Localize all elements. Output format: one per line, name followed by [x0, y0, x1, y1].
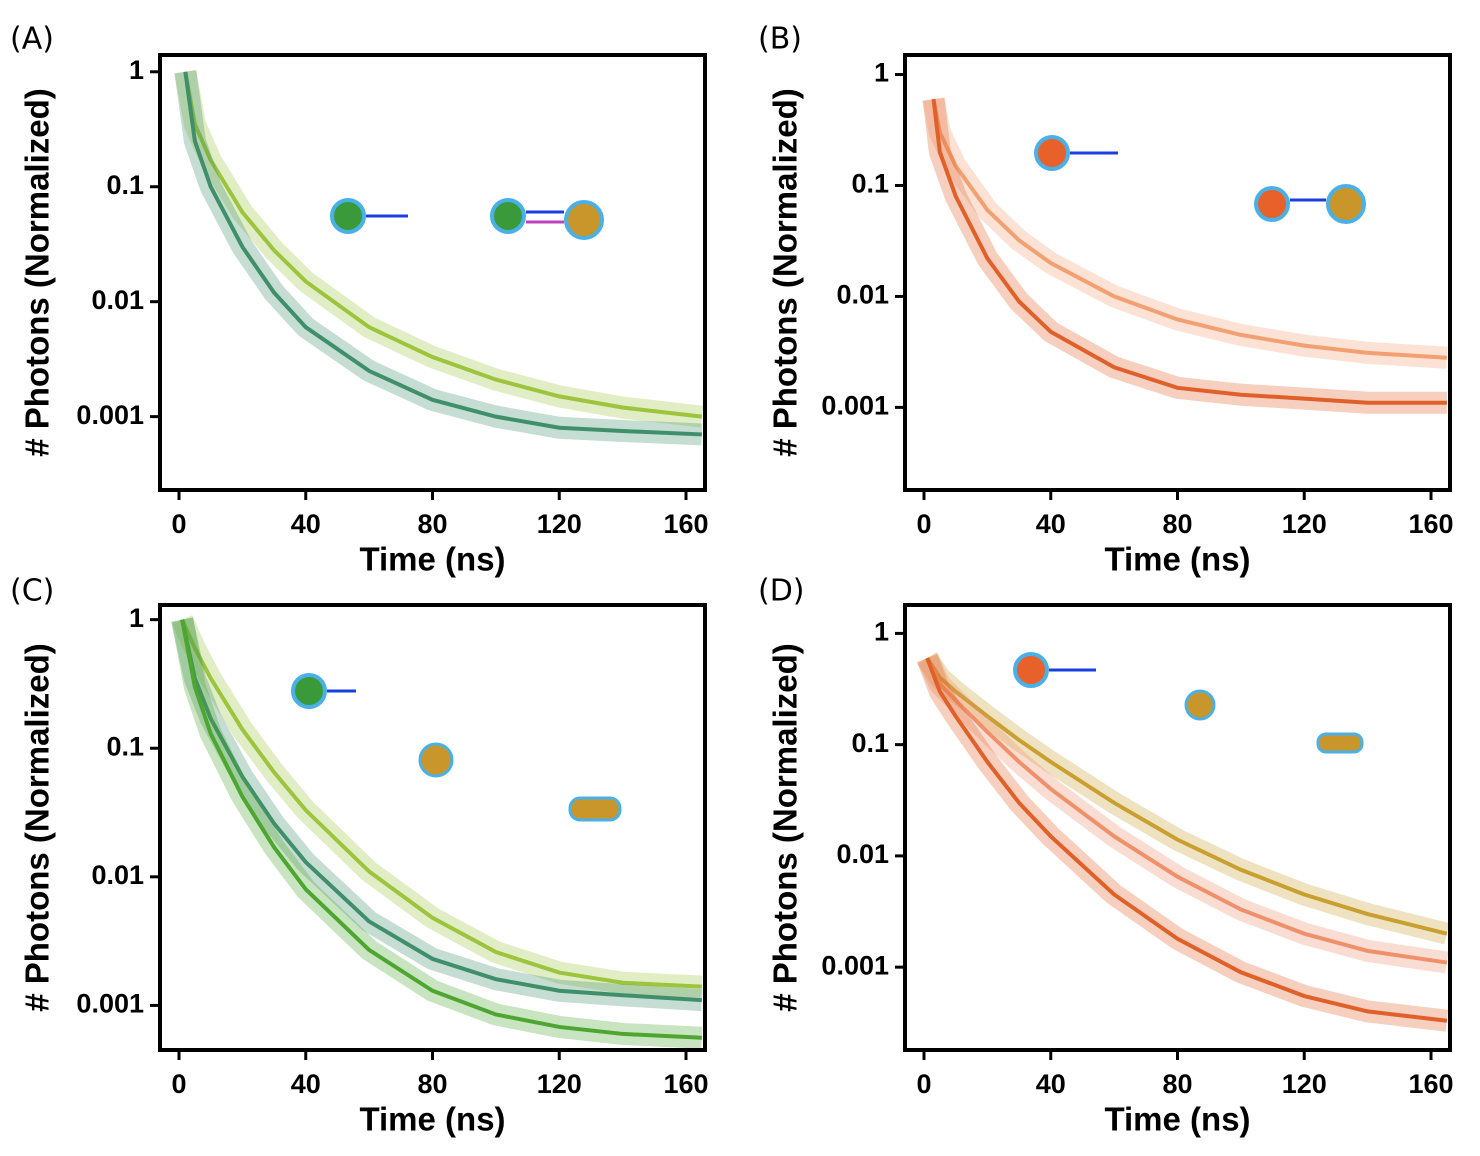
y-tick-label: 0.001: [76, 400, 144, 430]
icon: [568, 796, 622, 822]
x-tick-label: 120: [537, 1069, 582, 1099]
x-tick-label: 160: [1408, 509, 1453, 539]
fit-line: [925, 657, 1448, 965]
x-tick-label: 0: [171, 509, 186, 539]
y-tick-label: 0.1: [851, 728, 889, 758]
x-tick-label: 160: [663, 1069, 708, 1099]
x-tick-label: 40: [1036, 509, 1066, 539]
panel: 0 40 80 120 160 0.001 0.01 0.1 1 Time (ns) # Photo…: [758, 574, 1454, 1138]
icon-group: [291, 135, 1366, 822]
y-tick-label: 1: [874, 58, 889, 88]
fit-line: [931, 98, 1447, 360]
x-tick-label: 80: [1162, 509, 1192, 539]
data-cloud: [922, 97, 1448, 369]
x-tick-label: 160: [663, 509, 708, 539]
x-tick-label: 80: [417, 1069, 447, 1099]
panel-label: (C): [10, 574, 54, 609]
x-tick-label: 80: [417, 509, 447, 539]
y-axis-title: # Photons (Normalized): [767, 643, 804, 1012]
y-tick-label: 0.001: [821, 950, 889, 980]
icon: [1254, 186, 1290, 222]
y-tick-label: 0.01: [91, 860, 144, 890]
y-axis-title: # Photons (Normalized): [767, 88, 804, 457]
icon: [1013, 652, 1049, 688]
fit-line: [925, 657, 1448, 1023]
y-tick-label: 1: [874, 617, 889, 647]
y-tick-label: 0.1: [106, 170, 144, 200]
x-tick-label: 80: [1162, 1069, 1192, 1099]
fit-line: [925, 656, 1448, 936]
panel: 0 40 80 120 160 0.001 0.01 0.1 1 Time (ns) # Photo…: [758, 22, 1454, 578]
x-axis-title: Time (ns): [1104, 541, 1250, 578]
x-tick-label: 40: [1036, 1069, 1066, 1099]
panel: 0 40 80 120 160 0.001 0.01 0.1 1 Time (ns) # Photo…: [10, 574, 709, 1138]
icon: [1326, 184, 1366, 224]
y-tick-label: 0.1: [851, 169, 889, 199]
y-tick-label: 1: [129, 55, 144, 85]
x-tick-label: 40: [291, 509, 321, 539]
y-tick-label: 0.001: [821, 391, 889, 421]
y-tick-label: 1: [129, 603, 144, 633]
icon: [564, 200, 604, 240]
icon: [1034, 135, 1070, 171]
panel-label: (A): [10, 22, 54, 57]
y-tick-label: 0.001: [76, 989, 144, 1019]
y-tick-label: 0.01: [91, 285, 144, 315]
x-tick-label: 120: [1282, 1069, 1327, 1099]
x-tick-label: 120: [1282, 509, 1327, 539]
icon: [490, 198, 526, 234]
icon: [291, 673, 327, 709]
x-tick-label: 120: [537, 509, 582, 539]
x-axis-title: Time (ns): [359, 541, 505, 578]
panel: 0 40 80 120 160 0.001 0.01 0.1 1 Time (ns) # Photo…: [10, 22, 709, 578]
x-tick-label: 0: [916, 509, 931, 539]
y-axis-title: # Photons (Normalized): [19, 88, 56, 457]
fit-line: [180, 618, 702, 989]
fit-line: [180, 619, 702, 1040]
x-tick-label: 0: [171, 1069, 186, 1099]
icon: [330, 198, 366, 234]
fit-line: [180, 619, 702, 1003]
y-tick-label: 0.01: [836, 280, 889, 310]
fit-line: [931, 98, 1447, 405]
y-tick-label: 0.01: [836, 839, 889, 869]
x-tick-label: 40: [291, 1069, 321, 1099]
x-axis-title: Time (ns): [1104, 1101, 1250, 1138]
x-tick-label: 160: [1408, 1069, 1453, 1099]
panel-label: (B): [758, 22, 802, 57]
icon: [418, 742, 454, 778]
x-axis-title: Time (ns): [359, 1101, 505, 1138]
y-axis-title: # Photons (Normalized): [19, 643, 56, 1012]
icon: [1184, 689, 1216, 721]
icon: [1316, 732, 1364, 754]
panel-label: (D): [758, 574, 805, 609]
x-tick-label: 0: [916, 1069, 931, 1099]
data-cloud: [174, 69, 704, 428]
fit-line: [183, 71, 702, 437]
y-tick-label: 0.1: [106, 731, 144, 761]
fit-line: [183, 71, 703, 419]
